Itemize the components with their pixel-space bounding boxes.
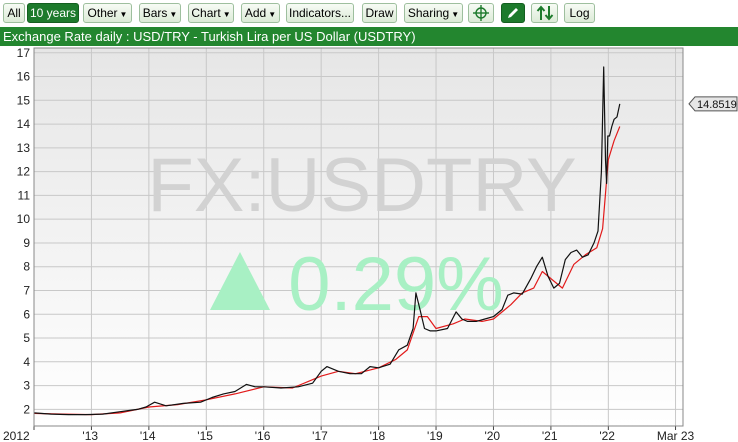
y-tick-label: 14 (17, 117, 31, 131)
x-tick-label: '14 (140, 429, 156, 442)
y-tick-label: 9 (23, 236, 30, 250)
range-all-button[interactable]: All (3, 3, 25, 23)
up-triangle-icon (210, 252, 270, 310)
y-tick-label: 4 (23, 355, 30, 369)
toolbar: All 10 years Other ▼ Bars ▼ Chart ▼ Add ▼ In… (0, 0, 738, 27)
other-label: Other (87, 6, 118, 20)
chart-title-bar: Exchange Rate daily : USD/TRY - Turkish … (0, 27, 738, 46)
add-label: Add (244, 6, 267, 20)
plot-area (34, 48, 683, 426)
chevron-down-icon: ▼ (119, 10, 128, 19)
y-tick-label: 11 (18, 188, 31, 202)
price-chart[interactable]: FX:USDTRY 0.29% 2 3 4 5 6 7 8 9 10 11 12 13 14 15 16 17… (0, 46, 738, 442)
x-tick-label: '20 (484, 429, 500, 442)
watermark: FX:USDTRY 0.29% (147, 143, 576, 327)
pencil-icon (508, 8, 518, 18)
sort-arrows-button[interactable] (531, 3, 558, 23)
range-10-years-button[interactable]: 10 years (27, 3, 79, 23)
crosshair-button[interactable] (468, 3, 494, 23)
y-tick-label: 6 (23, 307, 30, 321)
chevron-down-icon: ▼ (169, 10, 178, 19)
up-down-arrows-icon (536, 5, 553, 21)
bars-label: Bars (142, 6, 168, 20)
y-tick-label: 13 (17, 141, 31, 155)
x-tick-label: '13 (82, 429, 98, 442)
chart-dropdown[interactable]: Chart ▼ (188, 3, 234, 23)
crosshair-icon (473, 5, 489, 21)
last-value-badge (688, 96, 738, 112)
indicators-button[interactable]: Indicators... (286, 3, 354, 23)
bars-dropdown[interactable]: Bars ▼ (139, 3, 181, 23)
chevron-down-icon: ▼ (222, 10, 231, 19)
y-tick-label: 8 (23, 260, 30, 274)
y-tick-label: 15 (17, 93, 31, 107)
x-tick-label: '18 (370, 429, 386, 442)
x-tick-label: '16 (255, 429, 271, 442)
log-scale-button[interactable]: Log (564, 3, 595, 23)
y-tick-label: 5 (23, 331, 30, 345)
last-value-label: 14.8519 (688, 96, 738, 112)
moving-average-line (33, 126, 621, 416)
x-tick-label: '22 (599, 429, 615, 442)
x-tick-label: '15 (197, 429, 213, 442)
chevron-down-icon: ▼ (268, 10, 277, 19)
y-tick-label: 17 (17, 46, 31, 60)
plot-border (33, 47, 684, 427)
y-tick-label: 12 (17, 165, 31, 179)
watermark-symbol: FX:USDTRY (147, 143, 576, 228)
sharing-dropdown[interactable]: Sharing ▼ (404, 3, 463, 23)
draw-button[interactable]: Draw (362, 3, 397, 23)
x-tick-label: Mar 23 (657, 429, 695, 442)
chart-title: Exchange Rate daily : USD/TRY - Turkish … (3, 29, 416, 44)
add-dropdown[interactable]: Add ▼ (241, 3, 280, 23)
y-tick-label: 2 (23, 402, 30, 416)
pencil-button[interactable] (501, 3, 525, 23)
sharing-label: Sharing (407, 6, 450, 20)
chevron-down-icon: ▼ (451, 10, 460, 19)
y-tick-label: 10 (17, 212, 31, 226)
y-tick-label: 7 (23, 283, 30, 297)
x-tick-label: '17 (312, 429, 328, 442)
axes: 2 3 4 5 6 7 8 9 10 11 12 13 14 15 16 17 2012 '13 '14 '15 '16… (3, 46, 695, 442)
y-tick-label: 3 (23, 379, 30, 393)
change-percent: 0.29% (288, 242, 504, 327)
x-tick-label: 2012 (3, 429, 30, 442)
x-tick-label: '19 (427, 429, 443, 442)
x-tick-label: '21 (542, 429, 558, 442)
last-value-text: 14.8519 (697, 99, 737, 111)
price-line (33, 66, 621, 416)
y-tick-label: 16 (17, 70, 31, 84)
chart-label: Chart (191, 6, 221, 20)
other-range-dropdown[interactable]: Other ▼ (83, 3, 132, 23)
series-layer (33, 66, 621, 416)
